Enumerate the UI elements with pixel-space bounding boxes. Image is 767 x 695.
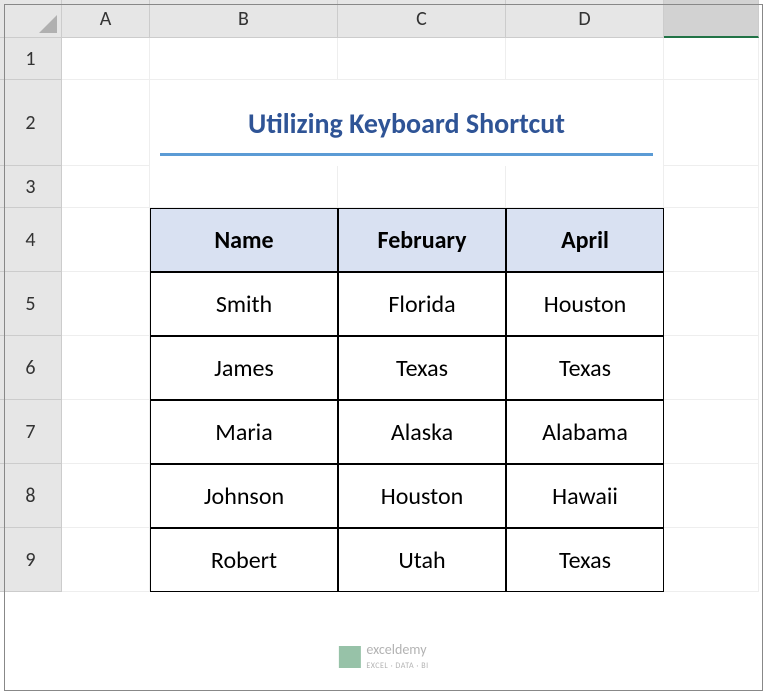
select-all-corner[interactable] bbox=[0, 0, 62, 38]
cell-a4[interactable] bbox=[62, 208, 150, 272]
cell-e6[interactable] bbox=[664, 336, 759, 400]
column-header-selected[interactable] bbox=[664, 0, 759, 38]
table-header-february[interactable]: February bbox=[338, 208, 506, 272]
column-header-d[interactable]: D bbox=[506, 0, 664, 38]
row-header-7[interactable]: 7 bbox=[0, 400, 62, 464]
cell-a3[interactable] bbox=[62, 166, 150, 208]
row-header-5[interactable]: 5 bbox=[0, 272, 62, 336]
spreadsheet-grid: A B C D 1 2 Utilizing Keyboard Shortcut … bbox=[0, 0, 767, 592]
table-cell[interactable]: Alaska bbox=[338, 400, 506, 464]
table-cell[interactable]: Smith bbox=[150, 272, 338, 336]
cell-e4[interactable] bbox=[664, 208, 759, 272]
row-header-2[interactable]: 2 bbox=[0, 80, 62, 166]
row-header-4[interactable]: 4 bbox=[0, 208, 62, 272]
table-cell[interactable]: Alabama bbox=[506, 400, 664, 464]
column-header-b[interactable]: B bbox=[150, 0, 338, 38]
cell-a9[interactable] bbox=[62, 528, 150, 592]
watermark-logo-icon bbox=[338, 646, 360, 668]
row-header-8[interactable]: 8 bbox=[0, 464, 62, 528]
cell-a6[interactable] bbox=[62, 336, 150, 400]
cell-e3[interactable] bbox=[664, 166, 759, 208]
table-cell[interactable]: Florida bbox=[338, 272, 506, 336]
row-header-6[interactable]: 6 bbox=[0, 336, 62, 400]
cell-e2[interactable] bbox=[664, 80, 759, 166]
row-header-1[interactable]: 1 bbox=[0, 38, 62, 80]
cell-a8[interactable] bbox=[62, 464, 150, 528]
watermark-text: exceldemy EXCEL · DATA · BI bbox=[366, 643, 428, 671]
cell-d3[interactable] bbox=[506, 166, 664, 208]
table-header-april[interactable]: April bbox=[506, 208, 664, 272]
table-cell[interactable]: Texas bbox=[506, 528, 664, 592]
title-underline bbox=[160, 153, 653, 156]
cell-b1[interactable] bbox=[150, 38, 338, 80]
table-cell[interactable]: Houston bbox=[506, 272, 664, 336]
table-cell[interactable]: Robert bbox=[150, 528, 338, 592]
select-all-triangle-icon bbox=[39, 15, 57, 33]
column-header-c[interactable]: C bbox=[338, 0, 506, 38]
cell-e8[interactable] bbox=[664, 464, 759, 528]
table-cell[interactable]: Texas bbox=[506, 336, 664, 400]
cell-e7[interactable] bbox=[664, 400, 759, 464]
cell-c1[interactable] bbox=[338, 38, 506, 80]
table-cell[interactable]: James bbox=[150, 336, 338, 400]
cell-c3[interactable] bbox=[338, 166, 506, 208]
cell-b3[interactable] bbox=[150, 166, 338, 208]
table-header-name[interactable]: Name bbox=[150, 208, 338, 272]
title-cell[interactable]: Utilizing Keyboard Shortcut bbox=[150, 80, 664, 166]
row-header-9[interactable]: 9 bbox=[0, 528, 62, 592]
table-cell[interactable]: Hawaii bbox=[506, 464, 664, 528]
watermark-brand: exceldemy bbox=[366, 641, 426, 658]
cell-a7[interactable] bbox=[62, 400, 150, 464]
table-cell[interactable]: Utah bbox=[338, 528, 506, 592]
watermark-subtitle: EXCEL · DATA · BI bbox=[366, 661, 428, 671]
cell-a1[interactable] bbox=[62, 38, 150, 80]
table-cell[interactable]: Johnson bbox=[150, 464, 338, 528]
cell-e5[interactable] bbox=[664, 272, 759, 336]
cell-e1[interactable] bbox=[664, 38, 759, 80]
cell-e9[interactable] bbox=[664, 528, 759, 592]
table-cell[interactable]: Houston bbox=[338, 464, 506, 528]
row-header-3[interactable]: 3 bbox=[0, 166, 62, 208]
column-header-a[interactable]: A bbox=[62, 0, 150, 38]
table-cell[interactable]: Texas bbox=[338, 336, 506, 400]
table-cell[interactable]: Maria bbox=[150, 400, 338, 464]
page-title: Utilizing Keyboard Shortcut bbox=[248, 106, 565, 141]
watermark: exceldemy EXCEL · DATA · BI bbox=[338, 643, 428, 671]
cell-d1[interactable] bbox=[506, 38, 664, 80]
cell-a5[interactable] bbox=[62, 272, 150, 336]
cell-a2[interactable] bbox=[62, 80, 150, 166]
